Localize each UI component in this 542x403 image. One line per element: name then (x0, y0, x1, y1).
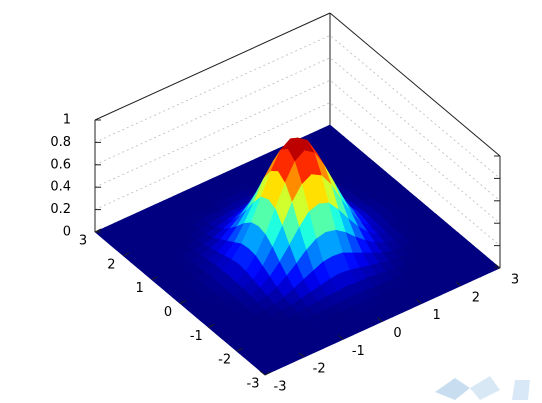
tick-mark (416, 299, 422, 305)
watermark-logo (435, 376, 530, 400)
z-tick-label: 0.4 (50, 180, 71, 195)
tick-mark (123, 252, 130, 257)
tick-mark (455, 281, 462, 287)
tick-mark (236, 347, 243, 352)
y-tick-label: -3 (247, 377, 260, 392)
tick-mark (377, 317, 383, 322)
tick-mark (94, 228, 102, 233)
grid-line (94, 102, 501, 246)
tick-mark (494, 263, 501, 269)
z-tick-label: 1 (63, 113, 71, 128)
tick-mark (264, 371, 272, 376)
tick-mark (259, 370, 266, 376)
x-tick-label: -2 (313, 362, 326, 377)
x-tick-label: 0 (393, 326, 401, 341)
tick-mark (179, 300, 187, 304)
y-tick-label: -1 (190, 329, 203, 344)
z-tick-label: 0.8 (50, 135, 71, 150)
grid-line (94, 57, 501, 202)
tick-mark (151, 276, 158, 281)
y-tick-label: -2 (218, 353, 231, 368)
x-tick-label: 3 (511, 273, 519, 288)
x-tick-label: 1 (433, 308, 441, 323)
x-tick-label: -1 (352, 344, 365, 359)
y-tick-label: 2 (107, 257, 115, 272)
axis-line (94, 12, 331, 121)
y-tick-label: 3 (79, 234, 87, 249)
x-tick-label: -3 (274, 380, 287, 395)
z-tick-label: 0.2 (50, 202, 71, 217)
y-tick-label: 1 (136, 281, 144, 296)
tick-mark (208, 323, 215, 328)
grid-line (94, 79, 501, 224)
z-tick-label: 0.6 (50, 157, 71, 172)
y-tick-label: 0 (164, 305, 172, 320)
tick-mark (338, 334, 344, 340)
grid-line (94, 12, 501, 157)
surface (94, 124, 501, 376)
axis-line (329, 12, 501, 157)
x-tick-label: 2 (472, 290, 480, 305)
tick-mark (298, 352, 305, 358)
grid-line (94, 34, 501, 179)
z-tick-label: 0 (63, 225, 71, 240)
